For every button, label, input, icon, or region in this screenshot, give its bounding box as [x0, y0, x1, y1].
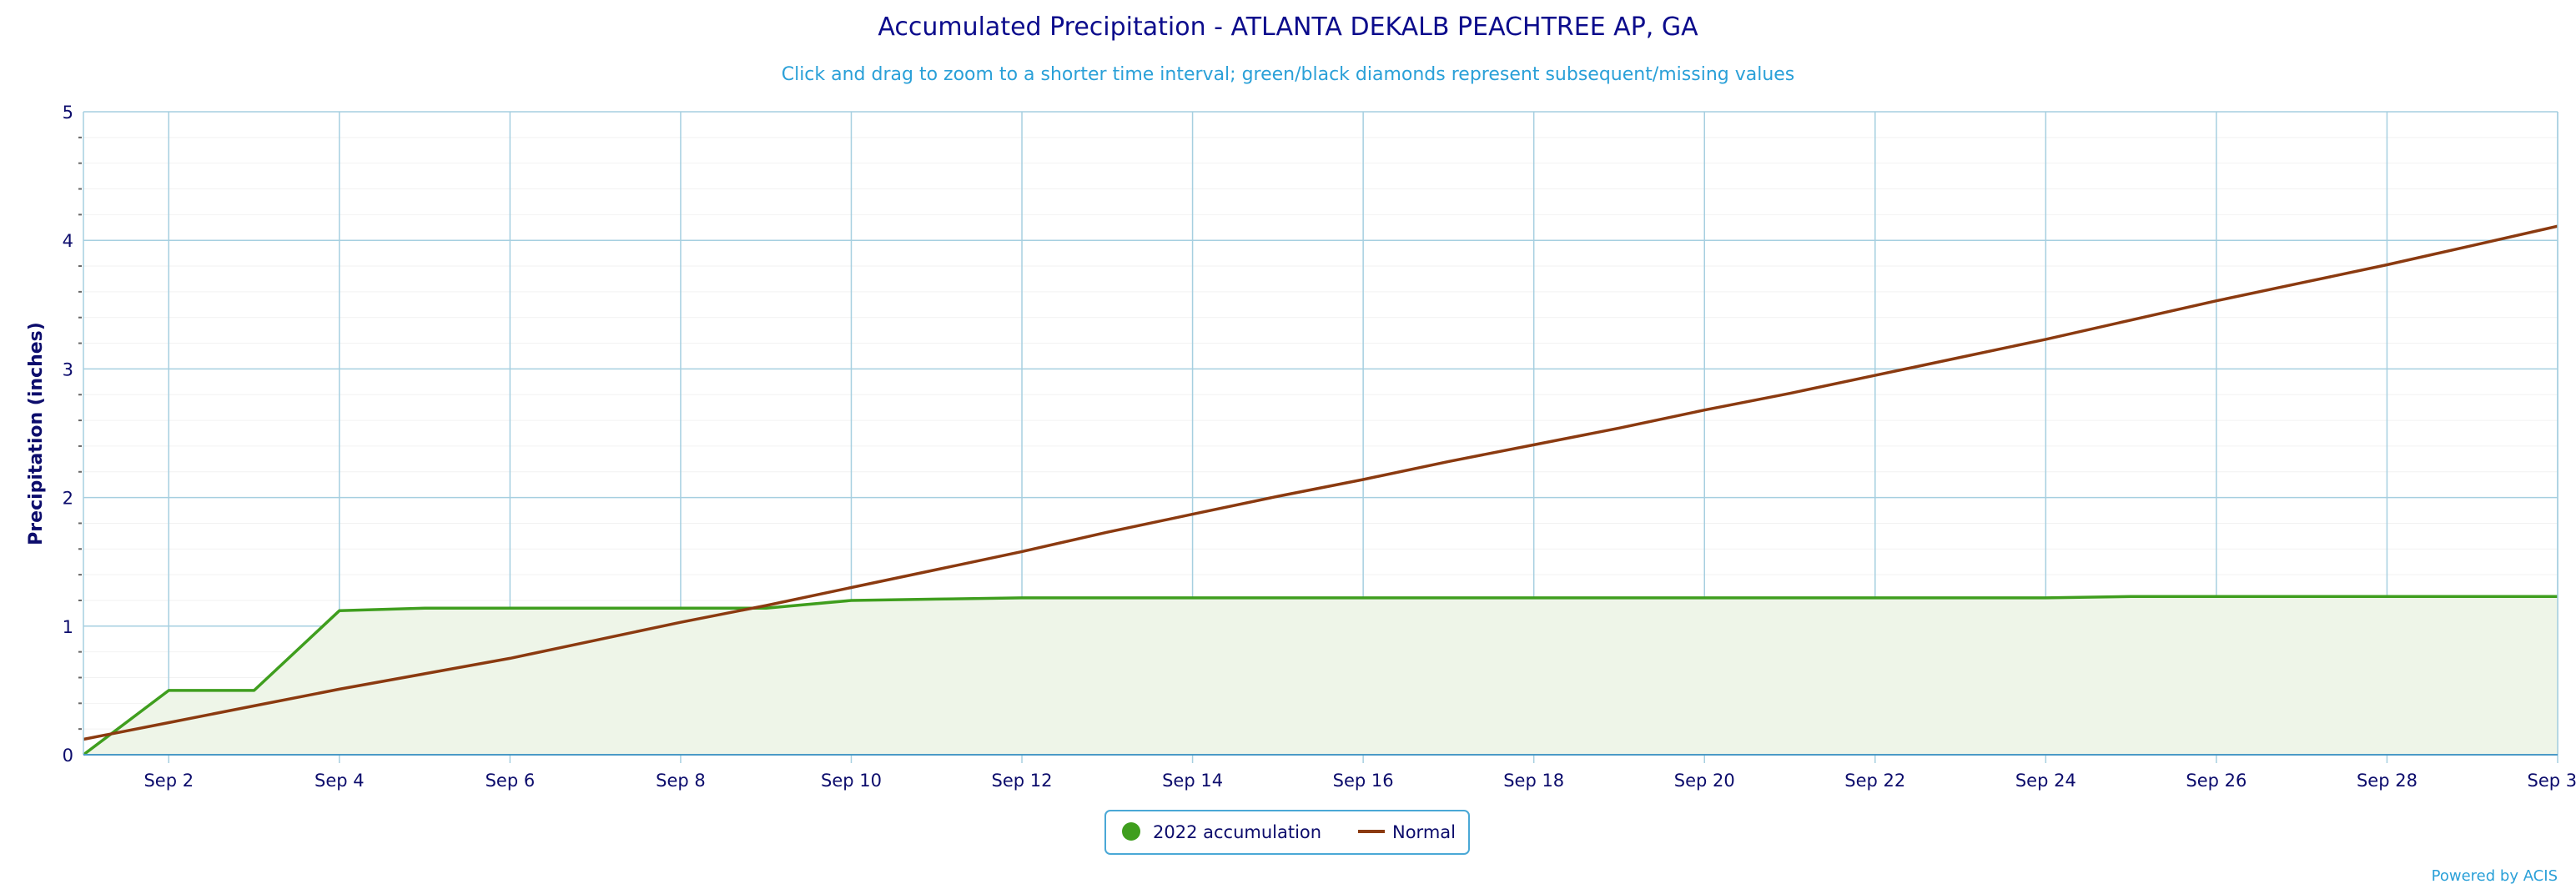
data-point-2022-accumulation[interactable] — [1104, 595, 1110, 601]
data-point-2022-accumulation[interactable] — [1019, 595, 1025, 601]
data-point-2022-accumulation[interactable] — [2383, 593, 2390, 600]
legend-label-2022-accumulation: 2022 accumulation — [1153, 822, 1321, 842]
y-tick-label: 0 — [63, 746, 73, 766]
data-point-2022-accumulation[interactable] — [506, 605, 513, 611]
data-point-normal[interactable] — [762, 602, 769, 609]
data-point-normal[interactable] — [1275, 493, 1281, 500]
data-point-normal[interactable] — [2469, 242, 2476, 249]
axes — [83, 112, 2558, 756]
series-layer — [82, 224, 2558, 756]
data-point-normal[interactable] — [2213, 298, 2220, 304]
data-point-2022-accumulation[interactable] — [1190, 595, 1196, 601]
data-point-2022-accumulation[interactable] — [848, 597, 854, 604]
x-tick-label: Sep 10 — [821, 771, 882, 791]
x-tick-label: Sep 14 — [1162, 771, 1223, 791]
legend: 2022 accumulation Normal — [1104, 810, 1470, 855]
data-point-normal[interactable] — [2042, 336, 2049, 343]
data-point-normal[interactable] — [1360, 476, 1366, 483]
data-point-2022-accumulation[interactable] — [1531, 595, 1537, 601]
data-point-2022-accumulation[interactable] — [933, 595, 940, 602]
data-point-2022-accumulation[interactable] — [677, 605, 684, 611]
data-point-normal[interactable] — [1872, 372, 1879, 379]
data-point-normal[interactable] — [1531, 441, 1537, 448]
data-point-normal[interactable] — [2383, 261, 2390, 268]
data-point-normal[interactable] — [251, 702, 258, 709]
data-point-normal[interactable] — [933, 566, 940, 573]
data-point-normal[interactable] — [165, 719, 172, 726]
data-point-normal[interactable] — [677, 619, 684, 625]
x-tick-label: Sep 24 — [2015, 771, 2076, 791]
legend-item-normal[interactable]: Normal — [1358, 822, 1456, 842]
series-line-2022-accumulation[interactable] — [82, 595, 2558, 756]
data-point-normal[interactable] — [1616, 424, 1623, 431]
data-point-2022-accumulation[interactable] — [2298, 593, 2305, 600]
x-tick-label: Sep 4 — [314, 771, 365, 791]
data-point-2022-accumulation[interactable] — [2128, 593, 2135, 600]
x-tick-label: Sep 16 — [1333, 771, 1394, 791]
legend-item-2022-accumulation[interactable]: 2022 accumulation — [1122, 822, 1321, 842]
y-tick-label: 3 — [63, 359, 73, 379]
data-point-2022-accumulation[interactable] — [1787, 595, 1794, 601]
data-point-2022-accumulation[interactable] — [251, 687, 258, 694]
data-point-normal[interactable] — [1787, 390, 1794, 397]
data-point-normal[interactable] — [1104, 529, 1110, 535]
data-point-2022-accumulation[interactable] — [1445, 595, 1452, 601]
y-tick-label: 4 — [63, 231, 73, 251]
data-point-2022-accumulation[interactable] — [592, 605, 599, 611]
y-tick-label: 5 — [63, 103, 73, 123]
x-tick-label: Sep 18 — [1503, 771, 1564, 791]
legend-label-normal: Normal — [1392, 822, 1456, 842]
data-point-2022-accumulation[interactable] — [336, 607, 343, 614]
data-point-2022-accumulation[interactable] — [1360, 595, 1366, 601]
data-point-normal[interactable] — [1190, 511, 1196, 518]
data-point-2022-accumulation[interactable] — [1616, 595, 1623, 601]
minor-gridlines — [78, 136, 2558, 731]
data-point-normal[interactable] — [1019, 548, 1025, 555]
data-point-normal[interactable] — [592, 637, 599, 644]
data-point-2022-accumulation[interactable] — [2213, 593, 2220, 600]
legend-box — [1104, 810, 1470, 855]
data-point-normal[interactable] — [1957, 354, 1964, 361]
series-line-normal[interactable] — [83, 224, 2558, 741]
y-axis-label: Precipitation (inches) — [26, 322, 47, 545]
y-tick-label: 1 — [63, 617, 73, 637]
x-tick-label: Sep 26 — [2186, 771, 2246, 791]
data-point-2022-accumulation[interactable] — [1872, 595, 1879, 601]
x-tick-label: Sep 30 — [2528, 771, 2576, 791]
y-tick-label: 2 — [63, 489, 73, 509]
x-tick-label: Sep 12 — [992, 771, 1053, 791]
chart-title: Accumulated Precipitation - ATLANTA DEKA… — [878, 13, 1698, 42]
data-point-2022-accumulation[interactable] — [1957, 595, 1964, 601]
x-axis-ticks: Sep 2 Sep 4 Sep 6 Sep 8 Sep 10 Sep 12 Sep 14 Se… — [143, 771, 2576, 791]
data-point-2022-accumulation[interactable] — [1701, 595, 1708, 601]
powered-by-credit[interactable]: Powered by ACIS — [2432, 867, 2558, 885]
data-point-2022-accumulation[interactable] — [1275, 595, 1281, 601]
x-tick-label: Sep 22 — [1844, 771, 1905, 791]
data-point-2022-accumulation[interactable] — [165, 687, 172, 694]
area-2022-accumulation — [83, 596, 2558, 755]
x-tick-label: Sep 6 — [486, 771, 536, 791]
data-point-2022-accumulation[interactable] — [421, 605, 428, 611]
x-tick-label: Sep 2 — [143, 771, 194, 791]
data-point-normal[interactable] — [2128, 317, 2135, 324]
x-tick-label: Sep 20 — [1674, 771, 1735, 791]
data-point-2022-accumulation[interactable] — [2042, 595, 2049, 601]
x-tick-label: Sep 28 — [2357, 771, 2418, 791]
y-axis-ticks: 0 1 2 3 4 5 — [63, 103, 73, 766]
chart-subtitle: Click and drag to zoom to a shorter time… — [782, 64, 1795, 85]
data-point-normal[interactable] — [2298, 279, 2305, 286]
data-point-normal[interactable] — [421, 671, 428, 677]
data-point-normal[interactable] — [1445, 458, 1452, 465]
legend-marker-2022-accumulation — [1122, 822, 1140, 841]
data-point-2022-accumulation[interactable] — [2469, 593, 2476, 600]
data-point-normal[interactable] — [1701, 407, 1708, 414]
data-point-normal[interactable] — [336, 686, 343, 692]
x-tick-label: Sep 8 — [656, 771, 706, 791]
data-point-normal[interactable] — [848, 585, 854, 591]
data-point-normal[interactable] — [506, 655, 513, 661]
